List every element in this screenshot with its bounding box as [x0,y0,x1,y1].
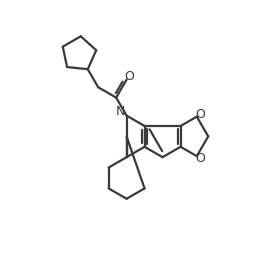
Text: O: O [124,70,134,83]
Text: N: N [116,105,125,118]
Text: O: O [196,152,206,165]
Text: O: O [196,108,206,121]
